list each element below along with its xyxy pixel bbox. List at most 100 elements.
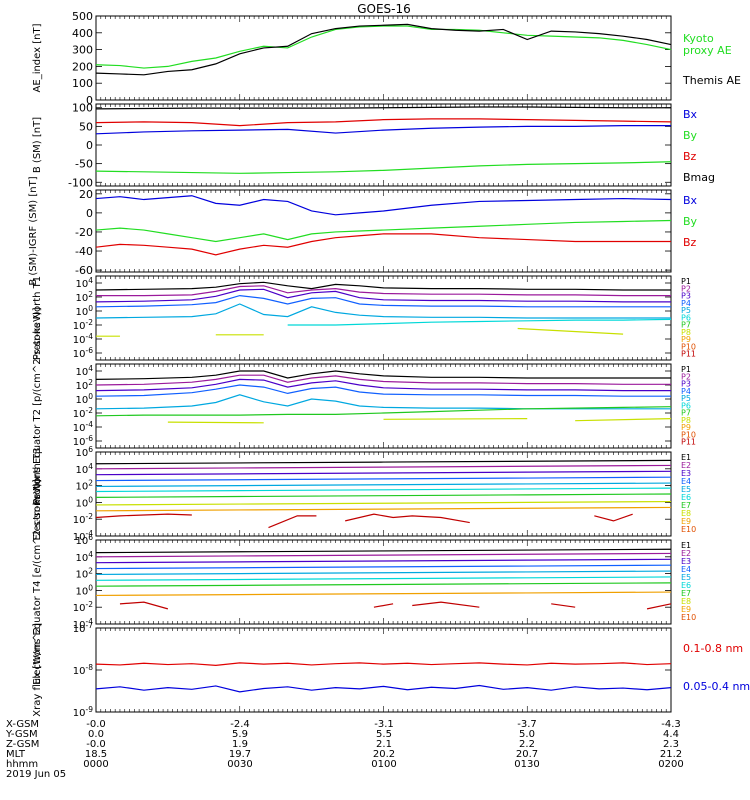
legend-entry: E9 — [681, 605, 691, 614]
y-axis-label: Xray flux [W/m^2] — [32, 623, 43, 717]
x-axis-value: 18.5 — [85, 749, 107, 760]
x-axis-table: X-GSM -0.0 -2.4 -3.1 -3.7 -4.3 Y-GSM 0.0 5.9 5.5 5… — [5, 719, 684, 780]
series-line-0-1-0-8-nm — [95, 662, 672, 666]
legend-entry: P5 — [681, 394, 691, 403]
legend-entry: P7 — [681, 409, 691, 418]
series-line-p3 — [95, 378, 671, 392]
series-line-e2 — [95, 464, 672, 470]
legend-entry: Bx — [683, 194, 698, 207]
x-axis-value: 5.9 — [232, 729, 248, 740]
series-line-e1 — [95, 548, 672, 554]
series-line-e2 — [95, 552, 672, 558]
y-tick-label: 0 — [86, 94, 93, 107]
legend-entry: E4 — [681, 477, 691, 486]
y-tick-label: 10-4 — [73, 332, 93, 346]
y-tick-label: 100 — [75, 392, 93, 406]
series-line-p6 — [95, 406, 672, 417]
x-axis-value: 2.3 — [663, 739, 679, 750]
panel-frame — [95, 15, 672, 101]
series-line-e10c — [345, 513, 470, 524]
legend-entry: E5 — [681, 485, 691, 494]
series-line-e6 — [95, 576, 672, 581]
y-tick-label: 10-4 — [73, 420, 93, 434]
legend-entry: P6 — [681, 313, 691, 322]
legend-entry: E9 — [681, 517, 691, 526]
x-axis-value: -4.3 — [661, 719, 681, 730]
series-line-p7 — [167, 421, 264, 424]
y-tick-label: 0 — [86, 207, 93, 220]
legend-entry: P8 — [681, 328, 691, 337]
x-axis-value: 2.2 — [519, 739, 535, 750]
legend-entry: E6 — [681, 493, 691, 502]
legend-entry: E5 — [681, 573, 691, 582]
legend-entry: P11 — [681, 438, 696, 447]
y-axis-label: Electrons Equator T4 [e/(cm^2-s-sr-keV)] — [32, 479, 43, 685]
y-tick-label: 10-2 — [73, 600, 93, 614]
x-axis-value: -3.1 — [374, 719, 394, 730]
y-axis-label: Protons North T1 — [32, 276, 43, 360]
series-line-p7c — [575, 418, 672, 422]
series-line-p1 — [95, 281, 671, 291]
x-axis-value: 0.0 — [88, 729, 104, 740]
series-line-e8 — [95, 500, 672, 506]
legend-entry: P7 — [681, 321, 691, 330]
legend-entry: E2 — [681, 461, 691, 470]
y-tick-label: 500 — [72, 10, 93, 23]
y-tick-label: 10-4 — [73, 529, 93, 543]
panel-2: -100 -50 0 50 100 B (SM) [nT] Bx By Bz Bmag — [32, 102, 715, 190]
y-axis-label: Protons Equator T2 [p/(cm^2-s-sr-keV)] — [32, 307, 43, 504]
x-axis-value: -2.4 — [230, 719, 250, 730]
x-axis-value: 2.1 — [376, 739, 392, 750]
x-axis-value: 5.0 — [519, 729, 535, 740]
series-line-p2 — [95, 374, 671, 386]
y-tick-label: 50 — [79, 120, 93, 133]
y-axis-label: B (SM) [nT] — [32, 117, 43, 173]
series-line-p5 — [95, 303, 671, 319]
series-line-e9d — [551, 603, 576, 608]
y-axis-label: AE_index [nT] — [32, 23, 43, 92]
y-tick-label: 100 — [75, 495, 93, 509]
x-axis-value: 0130 — [514, 759, 539, 770]
x-axis-value: 20.2 — [373, 749, 395, 760]
series-line-e9e — [646, 603, 672, 610]
series-line-p2 — [96, 285, 671, 297]
legend-entry: By — [683, 129, 698, 142]
series-line-e1 — [95, 459, 672, 465]
legend-entry: 0.1-0.8 nm — [683, 642, 743, 655]
series-line-e10b — [268, 515, 317, 529]
y-tick-label: 400 — [72, 27, 93, 40]
y-tick-label: 100 — [75, 304, 93, 318]
series-line-kyoto-proxy-ae — [95, 25, 672, 69]
panel-frame — [95, 627, 672, 713]
series-line-p4 — [95, 294, 671, 308]
legend-entry: P9 — [681, 335, 691, 344]
legend-entry: Themis AE — [682, 74, 741, 87]
y-tick-label: -60 — [75, 264, 93, 277]
legend-entry: P4 — [681, 299, 691, 308]
y-axis-label: Electrons North T3 — [32, 447, 43, 540]
legend-entry: E10 — [681, 525, 696, 534]
y-tick-label: 10-7 — [73, 621, 93, 635]
series-line-bmag — [95, 106, 671, 110]
legend-entry: E7 — [681, 501, 691, 510]
x-axis-row-label: Y-GSM — [5, 729, 38, 740]
y-tick-label: 300 — [72, 44, 93, 57]
legend-entry: E8 — [681, 597, 691, 606]
y-tick-label: -40 — [75, 245, 93, 258]
y-tick-label: 100 — [75, 583, 93, 597]
legend-entry: P3 — [681, 292, 691, 301]
legend-entry: P10 — [681, 342, 696, 351]
x-axis-row-label: Z-GSM — [6, 739, 39, 750]
y-tick-label: 10-8 — [73, 663, 93, 677]
x-axis-value: 19.7 — [229, 749, 251, 760]
series-line-p7c — [517, 327, 624, 335]
legend-entry: P3 — [681, 380, 691, 389]
series-line-e9 — [95, 506, 672, 512]
series-line-bx — [95, 195, 672, 216]
panel-3: -60 -40 -20 0 20 B (SM)-IGRF (SM) [nT] Bx By Bz — [28, 176, 698, 285]
x-axis-value: 1.9 — [232, 739, 248, 750]
series-line-p5 — [95, 394, 671, 410]
series-line-e5 — [95, 482, 672, 488]
y-tick-label: 10-2 — [73, 318, 93, 332]
